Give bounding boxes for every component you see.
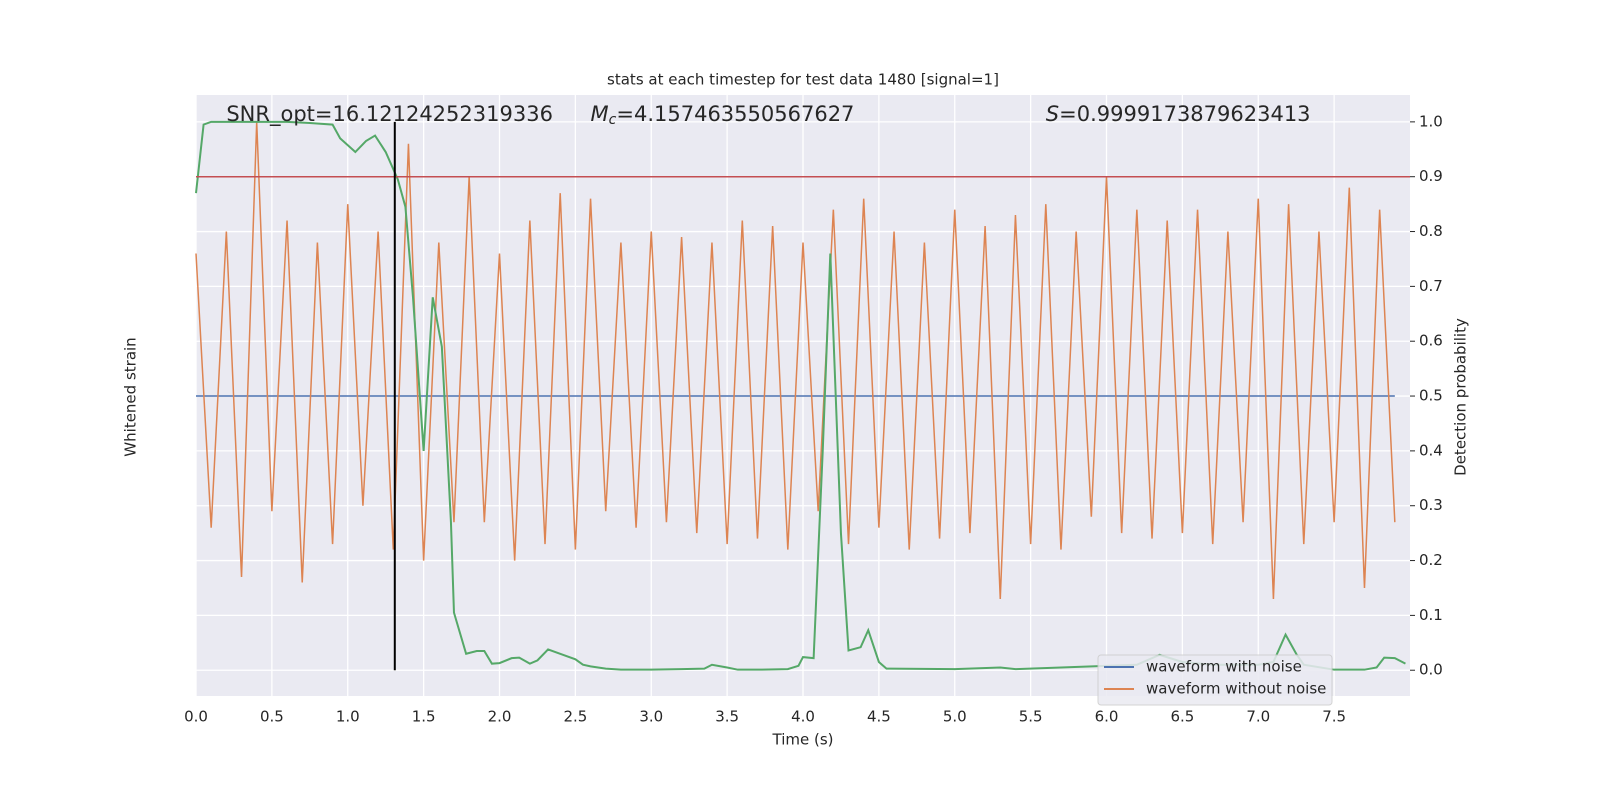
legend-label: waveform without noise [1146, 680, 1326, 698]
x-tick-label: 5.0 [943, 708, 967, 726]
x-tick-label: 4.0 [791, 708, 815, 726]
x-tick-label: 1.0 [336, 708, 360, 726]
series-line [195, 121, 1396, 599]
y-label: Whitened strain [122, 337, 140, 456]
annotation-text: =0.9999173879623413 [1059, 102, 1310, 126]
annotation-text: SNR_opt=16.12124252319336 [226, 102, 553, 127]
y2-label: Detection probability [1452, 318, 1470, 476]
y2-tick-label: 0.7 [1419, 277, 1443, 295]
annotation-symbol: M [591, 102, 609, 126]
y2-tick-label: 0.4 [1419, 441, 1443, 459]
y2-tick-label: 0.1 [1419, 606, 1443, 624]
annotation: S=0.9999173879623413 [1046, 102, 1311, 126]
x-label: Time (s) [772, 731, 834, 749]
x-tick-label: 2.5 [563, 708, 587, 726]
y2-tick-label: 0.8 [1419, 222, 1443, 240]
legend-label: waveform with noise [1146, 658, 1302, 676]
x-tick-label: 6.5 [1170, 708, 1194, 726]
y2-tick-label: 0.9 [1419, 167, 1443, 185]
annotation: Mc=4.157463550567627 [591, 102, 855, 128]
chart-title: stats at each timestep for test data 148… [607, 71, 999, 89]
y2-tick-label: 0.6 [1419, 332, 1443, 350]
x-tick-label: 0.5 [260, 708, 284, 726]
x-tick-label: 3.0 [639, 708, 663, 726]
legend-box [1097, 654, 1333, 706]
y2-tick-label: 0.2 [1419, 551, 1443, 569]
x-tick-label: 6.0 [1095, 708, 1119, 726]
y2-tick-label: 0.5 [1419, 387, 1443, 405]
annotation-sub: c [609, 112, 617, 128]
x-tick-label: 2.0 [488, 708, 512, 726]
x-tick-label: 0.0 [184, 708, 208, 726]
legend: waveform with noise waveform without nois… [1097, 654, 1333, 706]
x-tick-label: 5.5 [1019, 708, 1043, 726]
x-tick-label: 7.0 [1246, 708, 1270, 726]
x-tick-label: 7.5 [1322, 708, 1346, 726]
x-tick-label: 3.5 [715, 708, 739, 726]
annotation: SNR_opt=16.12124252319336 [226, 102, 553, 127]
annotation-text: =4.157463550567627 [616, 102, 854, 126]
y2-tick-label: 1.0 [1419, 112, 1443, 130]
y2-tick-label: 0.0 [1419, 661, 1443, 679]
x-tick-label: 4.5 [867, 708, 891, 726]
x-tick-label: 1.5 [412, 708, 436, 726]
y2-tick-label: 0.3 [1419, 496, 1443, 514]
annotation-symbol: S [1046, 102, 1059, 126]
